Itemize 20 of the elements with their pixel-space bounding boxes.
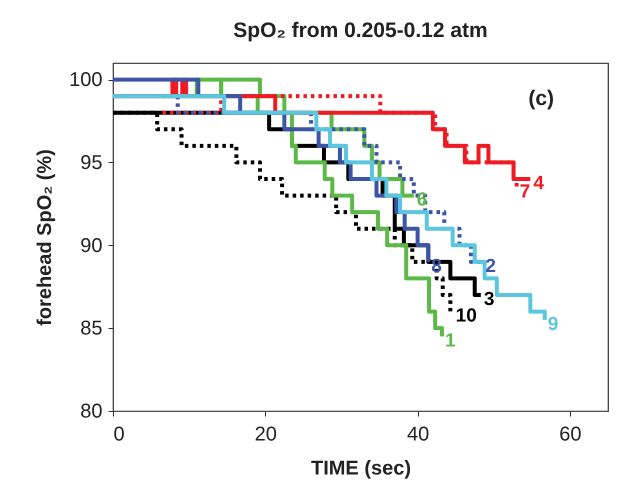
y-tick-label: 90 [80,234,102,257]
annotation: (c) [528,87,554,110]
y-tick-label: 85 [80,318,102,340]
series-label: 7 [520,181,530,202]
series-label: 1 [444,330,456,352]
y-tick-label: 95 [80,152,102,174]
x-tick-label: 40 [406,424,430,446]
y-axis-title: forehead SpO₂ (%) [34,149,56,326]
x-tick-label: 60 [559,424,582,446]
series-label: 6 [416,190,428,211]
x-tick-label: 20 [254,424,277,446]
y-tick-label: 80 [80,400,102,422]
x-tick-label: 0 [114,424,125,446]
chart-title: SpO₂ from 0.205-0.12 atm [233,19,488,42]
series-label: 4 [533,173,544,194]
y-tick-label: 100 [69,69,102,92]
series-label: 10 [456,306,477,327]
series-label: 3 [484,289,494,310]
x-axis-title: TIME (sec) [310,458,412,480]
series-label: 9 [548,314,558,335]
